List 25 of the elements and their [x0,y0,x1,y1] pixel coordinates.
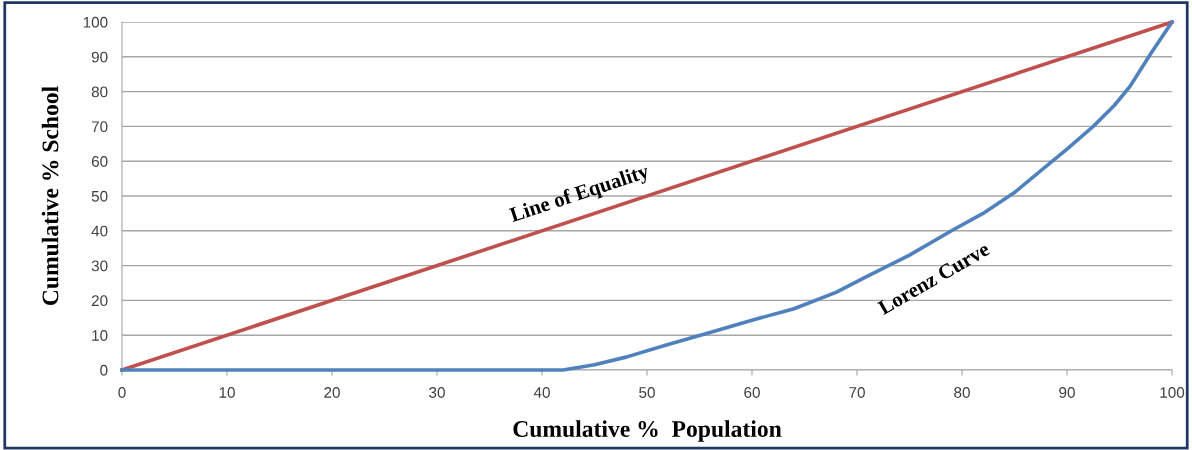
y-tick-label: 40 [91,225,108,237]
y-tick-label: 100 [83,16,108,28]
x-tick-label: 90 [1059,387,1075,398]
x-tick-label: 80 [954,387,970,398]
y-tick-label: 10 [92,330,108,341]
x-tick-label: 10 [219,387,235,398]
y-axis-title: Cumulative % School [41,86,59,306]
x-tick-label: 50 [639,387,655,398]
x-tick-label: 40 [533,387,550,398]
x-tick-label: 60 [744,387,760,398]
y-tick-label: 0 [100,364,108,376]
y-tick-label: 90 [91,51,108,63]
x-axis-title: Cumulative % Population [513,420,782,442]
x-tick-label: 100 [1160,387,1185,398]
y-tick-label: 20 [91,295,108,307]
x-tick-label: 0 [118,387,126,398]
y-tick-label: 70 [91,121,108,133]
text: Line of Equality [508,162,652,227]
x-tick-label: 30 [429,387,445,398]
y-tick-label: 60 [91,156,108,167]
y-tick-label: 50 [91,190,108,202]
y-tick-label: 80 [91,86,108,98]
x-tick-label: 70 [849,387,865,398]
x-tick-label: 20 [324,387,340,398]
y-tick-label: 30 [91,260,108,272]
